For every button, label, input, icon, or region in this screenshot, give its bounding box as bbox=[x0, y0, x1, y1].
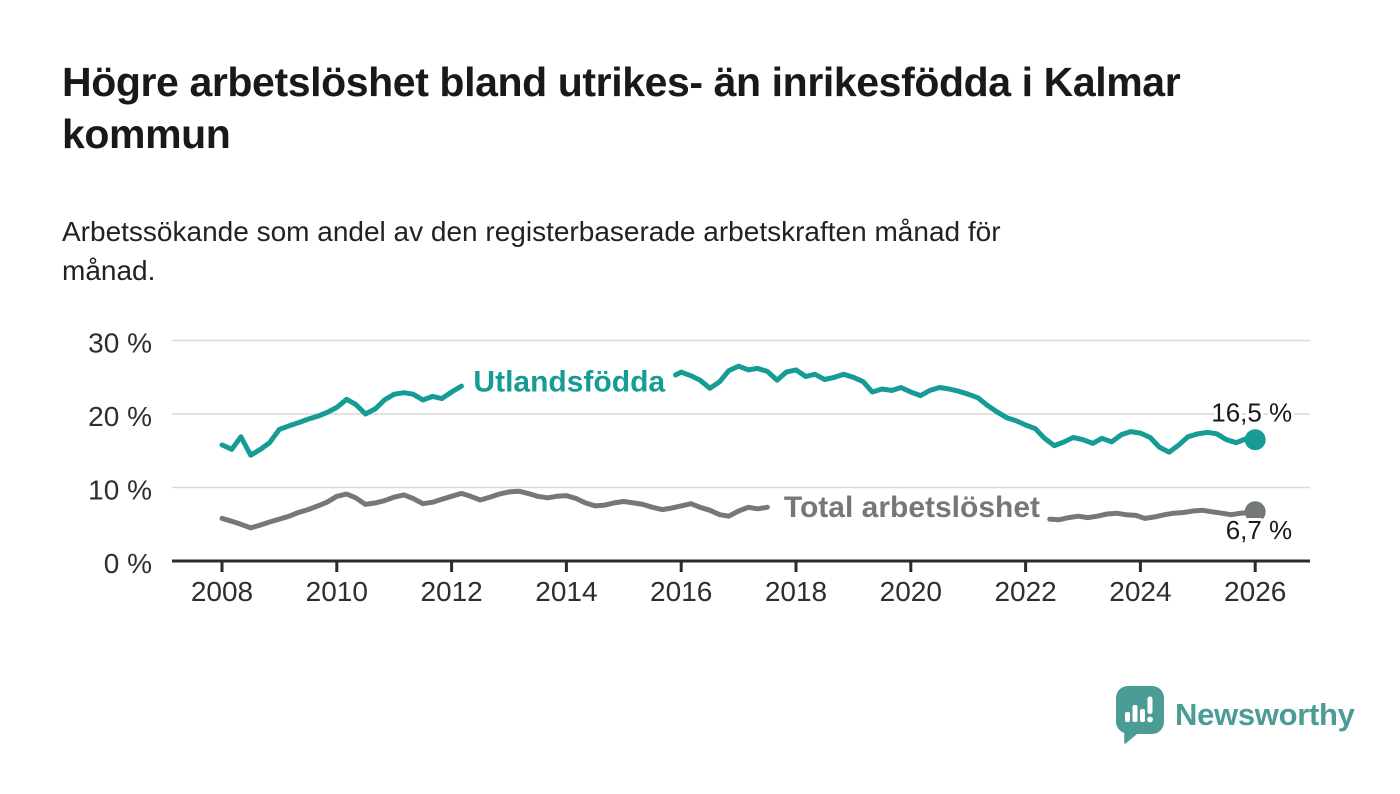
newsworthy-logo-icon bbox=[1116, 686, 1164, 744]
brand-name: Newsworthy bbox=[1175, 697, 1355, 732]
y-axis-tick-label: 30 % bbox=[88, 328, 152, 359]
x-axis-tick-label: 2012 bbox=[420, 576, 482, 607]
series-end-dot-total bbox=[1244, 501, 1266, 523]
series-inline-label-utlandsfodda: Utlandsfödda bbox=[473, 366, 665, 399]
x-axis-tick-label: 2010 bbox=[306, 576, 368, 607]
logo-exclamation-dot bbox=[1147, 716, 1153, 723]
x-axis-tick-label: 2020 bbox=[880, 576, 942, 607]
series-line-utlandsfodda bbox=[219, 383, 464, 458]
x-axis-tick-label: 2018 bbox=[765, 576, 827, 607]
series-line-total bbox=[219, 488, 770, 531]
logo-bar-3 bbox=[1140, 709, 1145, 722]
x-axis-tick-label: 2014 bbox=[535, 576, 597, 607]
series-line-total bbox=[1047, 507, 1258, 523]
x-axis-tick-label: 2026 bbox=[1224, 576, 1286, 607]
chart-title: Högre arbetslöshet bland utrikes- än inr… bbox=[62, 59, 1181, 158]
logo-bar-1 bbox=[1125, 712, 1130, 722]
x-axis-tick-label: 2008 bbox=[191, 576, 253, 607]
series-inline-label-total: Total arbetslöshet bbox=[784, 491, 1040, 524]
chart-subtitle: Arbetssökande som andel av den registerb… bbox=[62, 216, 1001, 287]
series-line-utlandsfodda bbox=[673, 363, 1258, 455]
y-axis-tick-label: 10 % bbox=[88, 475, 152, 506]
brand-footer: Newsworthy bbox=[1116, 686, 1355, 744]
x-axis-tick-label: 2016 bbox=[650, 576, 712, 607]
logo-exclamation-bar bbox=[1147, 696, 1153, 714]
series-end-value-label-utlandsfodda: 16,5 % bbox=[1211, 398, 1292, 428]
series-end-dot-utlandsfodda bbox=[1244, 429, 1266, 451]
logo-bar-2 bbox=[1132, 705, 1138, 722]
x-axis-tick-label: 2024 bbox=[1109, 576, 1171, 607]
series-end-value-label-total: 6,7 % bbox=[1226, 515, 1293, 545]
y-axis-tick-label: 20 % bbox=[88, 401, 152, 432]
x-axis-tick-label: 2022 bbox=[994, 576, 1056, 607]
y-axis-tick-label: 0 % bbox=[104, 548, 152, 579]
